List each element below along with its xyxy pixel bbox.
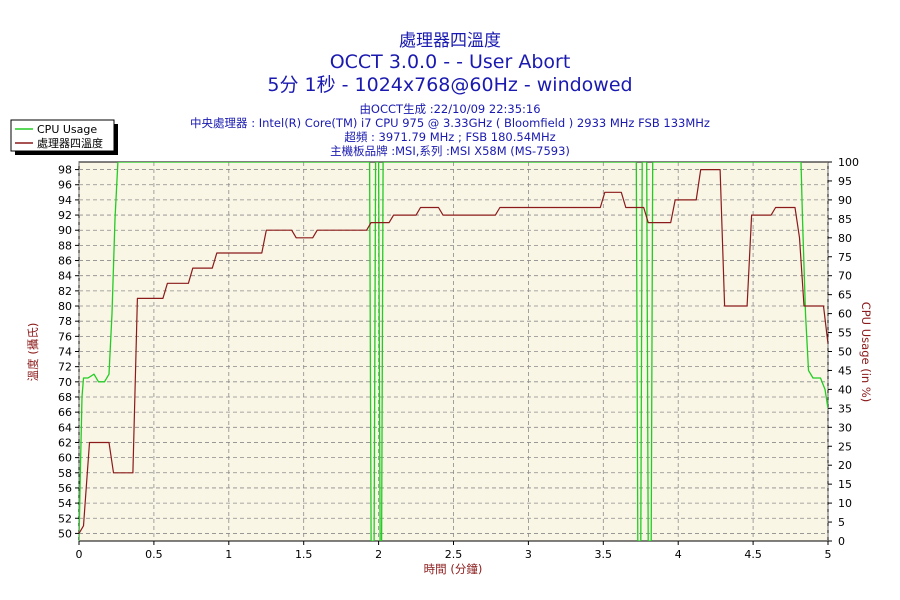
y-right-axis-label: CPU Usage (in %): [859, 302, 873, 403]
legend-label-temperature: 處理器四溫度: [37, 136, 103, 150]
y-left-ticks: 50 52 54 56 58 60 62 64 66 68 70 72 74 76 78 80 82 84 86 88…: [58, 164, 79, 540]
info-line-4: 主機板品牌 :MSI,系列 :MSI X58M (MS-7593): [330, 144, 570, 158]
y-left-tick-label: 86: [58, 255, 72, 268]
y-left-tick-label: 64: [58, 421, 72, 434]
y-left-tick-label: 90: [58, 224, 72, 237]
y-left-tick-label: 78: [58, 315, 72, 328]
x-tick-label: 2: [375, 548, 382, 561]
info-line-2: 中央處理器 : Intel(R) Core(TM) i7 CPU 975 @ 3…: [190, 116, 710, 130]
y-left-tick-label: 60: [58, 452, 72, 465]
y-left-tick-label: 54: [58, 497, 72, 510]
y-left-axis-label: 溫度 (攝氏): [26, 323, 40, 382]
chart-title-line-1: 處理器四溫度: [399, 31, 501, 51]
x-tick-label: 3.5: [595, 548, 613, 561]
temperature-line: [79, 169, 828, 534]
y-left-tick-label: 52: [58, 512, 72, 525]
x-tick-label: 1: [225, 548, 232, 561]
y-left-tick-label: 94: [58, 194, 72, 207]
info-line-3: 超頻 : 3971.79 MHz ; FSB 180.54MHz: [344, 130, 555, 144]
y-left-tick-label: 84: [58, 270, 72, 283]
x-ticks: 0 0.5 1 1.5 2 2.5 3 3.5 4 4.5 5: [76, 541, 832, 561]
cpu-usage-line: [79, 162, 828, 541]
x-tick-label: 4.5: [744, 548, 762, 561]
y-right-tick-label: 45: [838, 364, 852, 377]
y-right-tick-label: 60: [838, 308, 852, 321]
legend: CPU Usage 處理器四溫度: [10, 119, 118, 155]
series-layer: [79, 162, 828, 541]
y-left-tick-label: 74: [58, 346, 72, 359]
chart-title-line-3: 5分 1秒 - 1024x768@60Hz - windowed: [267, 74, 632, 96]
y-right-tick-label: 95: [838, 175, 852, 188]
y-left-tick-label: 92: [58, 209, 72, 222]
x-tick-label: 1.5: [295, 548, 313, 561]
grid: [78, 162, 829, 541]
info-line-1: 由OCCT生成 :22/10/09 22:35:16: [359, 102, 540, 116]
y-right-tick-label: 75: [838, 251, 852, 264]
y-right-ticks: 0 5 10 15 20 25 30 35 40 45 50 55 60 65 70 75 80 85 90 95 10…: [828, 156, 859, 548]
legend-box: [10, 119, 115, 152]
y-right-tick-label: 25: [838, 440, 852, 453]
y-left-tick-label: 82: [58, 285, 72, 298]
y-right-tick-label: 70: [838, 270, 852, 283]
y-right-tick-label: 100: [838, 156, 859, 169]
y-right-tick-label: 40: [838, 383, 852, 396]
y-left-tick-label: 56: [58, 482, 72, 495]
y-right-tick-label: 30: [838, 421, 852, 434]
x-tick-label: 2.5: [445, 548, 463, 561]
y-right-tick-label: 35: [838, 402, 852, 415]
y-right-tick-label: 85: [838, 213, 852, 226]
y-left-tick-label: 70: [58, 376, 72, 389]
x-tick-label: 0: [76, 548, 83, 561]
y-left-tick-label: 98: [58, 164, 72, 177]
y-left-tick-label: 88: [58, 239, 72, 252]
x-tick-label: 5: [825, 548, 832, 561]
title-block: 處理器四溫度 OCCT 3.0.0 - - User Abort 5分 1秒 -…: [190, 31, 710, 158]
y-right-tick-label: 90: [838, 194, 852, 207]
x-axis-label: 時間 (分鐘): [424, 562, 483, 576]
x-tick-label: 0.5: [145, 548, 163, 561]
chart-title-line-2: OCCT 3.0.0 - - User Abort: [330, 51, 571, 73]
y-left-tick-label: 76: [58, 330, 72, 343]
y-right-tick-label: 20: [838, 459, 852, 472]
y-left-tick-label: 72: [58, 361, 72, 374]
x-tick-label: 3: [525, 548, 532, 561]
y-left-tick-label: 62: [58, 436, 72, 449]
y-right-tick-label: 5: [838, 516, 845, 529]
y-right-tick-label: 80: [838, 232, 852, 245]
y-left-tick-label: 66: [58, 406, 72, 419]
y-right-tick-label: 15: [838, 478, 852, 491]
y-right-tick-label: 0: [838, 535, 845, 548]
y-left-tick-label: 96: [58, 179, 72, 192]
y-left-tick-label: 58: [58, 467, 72, 480]
y-right-tick-label: 65: [838, 289, 852, 302]
y-left-tick-label: 80: [58, 300, 72, 313]
y-right-tick-label: 50: [838, 346, 852, 359]
y-right-tick-label: 10: [838, 497, 852, 510]
y-right-tick-label: 55: [838, 327, 852, 340]
y-left-tick-label: 50: [58, 527, 72, 540]
x-tick-label: 4: [675, 548, 682, 561]
legend-label-cpu-usage: CPU Usage: [37, 123, 97, 136]
y-left-tick-label: 68: [58, 391, 72, 404]
